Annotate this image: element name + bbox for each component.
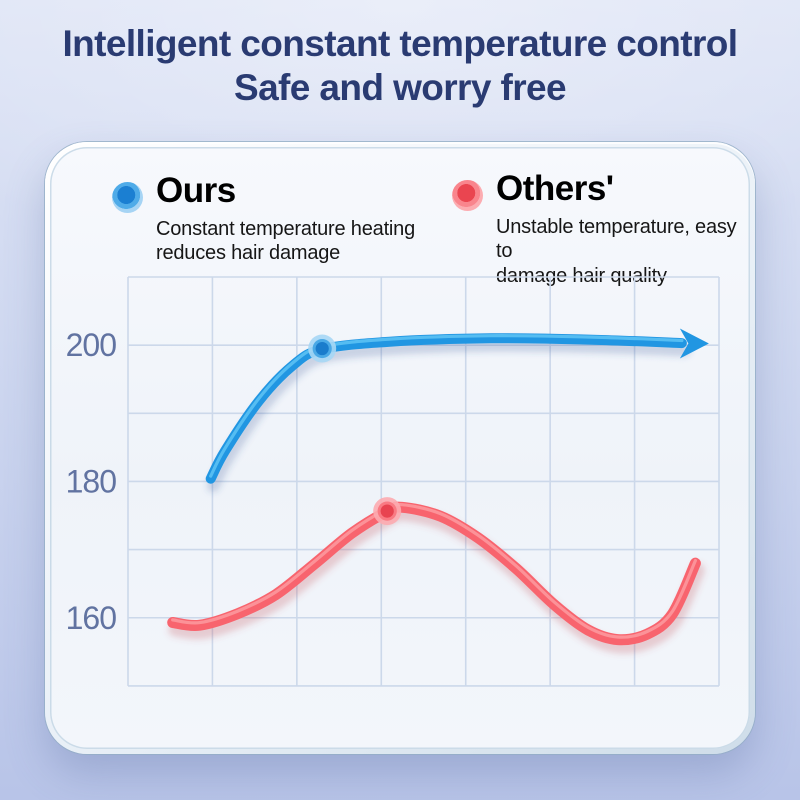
others-description-line-2: damage hair quality bbox=[496, 264, 667, 287]
comparison-card-inner: Ours Constant temperature heating reduce… bbox=[50, 147, 750, 749]
others-label: Others' bbox=[496, 169, 614, 208]
series-line-others bbox=[167, 501, 701, 646]
y-tick-label: 160 bbox=[66, 600, 117, 636]
page-title-line-1: Intelligent constant temperature control bbox=[62, 23, 739, 64]
ours-description: Constant temperature heating reduces hai… bbox=[156, 217, 415, 266]
series-line-ours bbox=[205, 333, 687, 484]
series-shadow-ours bbox=[206, 338, 691, 493]
series-highlight-ours bbox=[209, 334, 684, 478]
others-dot-icon bbox=[452, 180, 483, 211]
others-legend-text: Others' Unstable temperature, easy to da… bbox=[496, 169, 750, 288]
page-title-line-2: Safe and worry free bbox=[233, 67, 567, 109]
ours-description-line-1: Constant temperature heating bbox=[156, 217, 416, 240]
arrow-head-icon-ours bbox=[679, 328, 709, 359]
series-shadow-others bbox=[168, 507, 705, 654]
y-tick-label: 200 bbox=[66, 327, 117, 363]
temperature-line-chart: 200 180 160 bbox=[66, 276, 720, 687]
ours-dot-icon bbox=[112, 182, 143, 213]
ours-description-line-2: reduces hair damage bbox=[156, 242, 341, 265]
others-description: Unstable temperature, easy to damage hai… bbox=[496, 215, 750, 288]
comparison-card: Ours Constant temperature heating reduce… bbox=[45, 142, 755, 754]
marker-dot-others bbox=[380, 504, 394, 518]
y-tick-label: 180 bbox=[66, 463, 117, 499]
series-highlight-others bbox=[171, 502, 697, 639]
others-description-line-1: Unstable temperature, easy to bbox=[496, 215, 737, 263]
legend-ours: Ours Constant temperature heating reduce… bbox=[112, 171, 415, 266]
marker-dot-ours bbox=[315, 341, 329, 356]
ours-legend-text: Ours Constant temperature heating reduce… bbox=[156, 171, 415, 266]
legend-others: Others' Unstable temperature, easy to da… bbox=[452, 169, 750, 288]
ours-label: Ours bbox=[156, 171, 236, 210]
page-title: Intelligent constant temperature control… bbox=[0, 22, 800, 111]
